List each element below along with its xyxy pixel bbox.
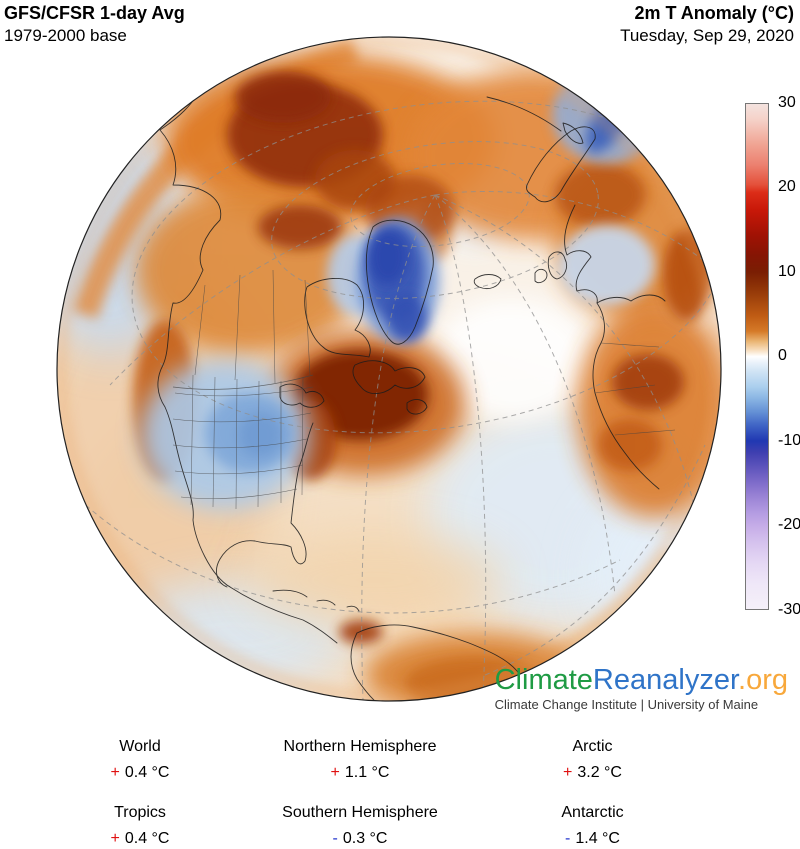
stat-label: Tropics (114, 804, 166, 822)
stat-number: 1.4 °C (575, 829, 620, 847)
stat-value: +3.2 °C (480, 762, 705, 784)
stat-value: -0.3 °C (240, 828, 480, 849)
stat-number: 0.4 °C (124, 763, 170, 781)
colorbar-tick-20: 20 (778, 178, 796, 195)
stat-northern-hemisphere: Northern Hemisphere +1.1 °C (240, 736, 480, 783)
colorbar-gradient (745, 103, 769, 610)
stat-value: +1.1 °C (240, 762, 480, 784)
colorbar-tick-30: 30 (778, 94, 796, 111)
globe-map (56, 36, 722, 702)
stat-sign: + (330, 763, 340, 781)
climate-reanalyzer-logo: ClimateReanalyzer.org Climate Change Ins… (494, 665, 788, 713)
stat-value: +0.4 °C (40, 762, 240, 784)
variable-title: 2m T Anomaly (°C) (634, 3, 794, 23)
title-left: GFS/CFSR 1-day Avg 1979-2000 base (4, 2, 185, 46)
stat-label: Northern Hemisphere (283, 738, 437, 755)
stat-value: -1.4 °C (480, 828, 705, 849)
regional-stats: World +0.4 °C Northern Hemisphere +1.1 °… (40, 736, 720, 849)
state-borders (172, 269, 676, 510)
colorbar-tick-10: 10 (778, 263, 796, 280)
stat-tropics: Tropics +0.4 °C (40, 802, 240, 849)
stat-number: 0.4 °C (124, 829, 170, 847)
stat-sign: + (110, 763, 120, 781)
colorbar-tick-m20: -20 (778, 516, 800, 533)
colorbar: 30 20 10 0 -10 -20 -30 (745, 94, 800, 618)
stat-label: Arctic (572, 738, 613, 755)
colorbar-tick-m30: -30 (778, 601, 800, 618)
stat-sign: + (563, 763, 573, 781)
colorbar-tick-m10: -10 (778, 432, 800, 449)
baseline-subtitle: 1979-2000 base (4, 25, 127, 45)
logo-wordmark: ClimateReanalyzer.org (495, 665, 788, 695)
logo-subtitle: Climate Change Institute | University of… (494, 697, 759, 713)
colorbar-tick-0: 0 (778, 347, 787, 364)
stat-southern-hemisphere: Southern Hemisphere -0.3 °C (240, 802, 480, 849)
stat-number: 3.2 °C (577, 763, 622, 781)
stat-sign: - (332, 829, 338, 847)
dataset-title: GFS/CFSR 1-day Avg (4, 3, 185, 23)
stat-arctic: Arctic +3.2 °C (480, 736, 705, 783)
logo-climate: Climate (494, 664, 593, 696)
stat-number: 0.3 °C (342, 829, 388, 847)
logo-reanalyzer: Reanalyzer (592, 664, 739, 696)
logo-org: .org (738, 664, 788, 696)
stat-label: World (119, 738, 161, 755)
title-right: 2m T Anomaly (°C) Tuesday, Sep 29, 2020 (620, 2, 794, 46)
graticule (59, 100, 721, 701)
stat-sign: - (565, 829, 571, 847)
stat-world: World +0.4 °C (40, 736, 240, 783)
globe-outline (56, 36, 722, 702)
stat-sign: + (110, 829, 120, 847)
stat-antarctic: Antarctic -1.4 °C (480, 802, 705, 849)
stat-value: +0.4 °C (40, 828, 240, 849)
stat-label: Antarctic (561, 804, 624, 822)
date-subtitle: Tuesday, Sep 29, 2020 (620, 25, 794, 45)
stat-number: 1.1 °C (344, 763, 390, 781)
stat-label: Southern Hemisphere (282, 804, 438, 822)
